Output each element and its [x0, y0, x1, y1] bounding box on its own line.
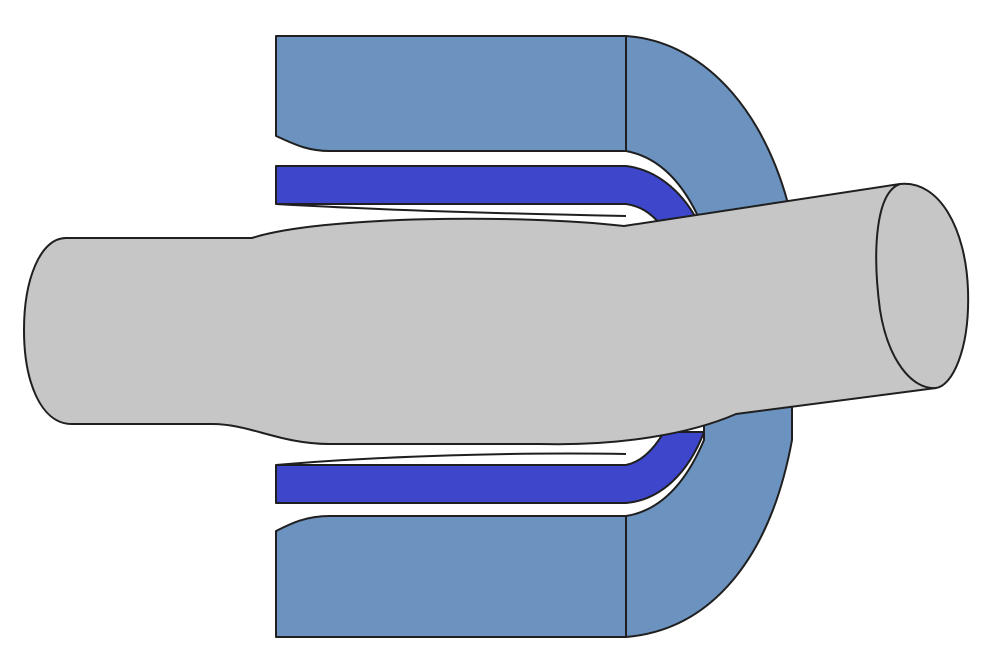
- housing-top-block: [275, 35, 627, 152]
- housing-bottom-block: [275, 515, 627, 638]
- liner-top: [275, 165, 701, 227]
- shaft-end-face: [875, 183, 937, 390]
- shaft-body: [23, 182, 970, 446]
- liner-bottom: [275, 431, 705, 504]
- upper-clearance-line: [275, 203, 627, 217]
- lower-clearance-line: [275, 452, 627, 466]
